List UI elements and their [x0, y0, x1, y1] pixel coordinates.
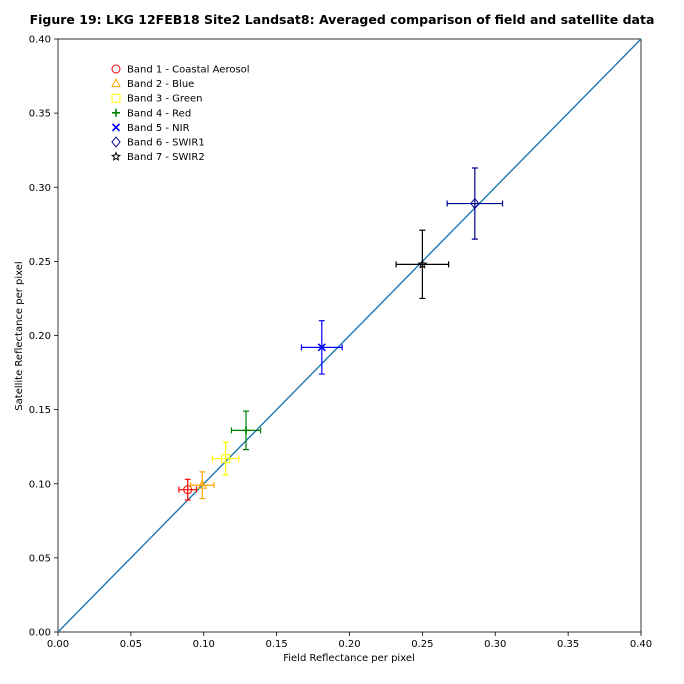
- x-tick-label: 0.20: [338, 639, 360, 650]
- y-error-bar: [222, 441, 229, 476]
- legend-label: Band 3 - Green: [127, 94, 202, 105]
- legend-entry: Band 3 - Green: [111, 93, 202, 105]
- y-error-bar: [184, 478, 191, 501]
- plot-area: 0.00 0.05 0.10 0.15 0.20 0.25 0.30 0.35 0.40 0.00…: [29, 35, 652, 651]
- data-point: [446, 167, 504, 240]
- y-tick-label: 0.40: [29, 35, 51, 46]
- legend-label: Band 2 - Blue: [127, 79, 194, 90]
- legend-marker: [110, 151, 122, 161]
- y-error-bar: [199, 471, 206, 500]
- x-tick-label: 0.25: [411, 639, 433, 650]
- one-to-one-line: [57, 38, 642, 633]
- legend-marker: [111, 123, 121, 132]
- point-marker: [221, 454, 231, 464]
- legend-marker: [112, 108, 120, 117]
- legend-entry: Band 7 - SWIR2: [110, 151, 205, 163]
- legend-marker: [111, 64, 121, 74]
- legend-label: Band 1 - Coastal Aerosol: [127, 65, 250, 76]
- legend-marker: [111, 78, 121, 88]
- data-point: [190, 471, 215, 500]
- point-marker: [470, 197, 480, 210]
- point-marker: [197, 479, 208, 489]
- x-tick-label: 0.15: [265, 639, 287, 650]
- data-point: [300, 320, 343, 375]
- x-axis-label: Field Reflectance per pixel: [283, 653, 415, 664]
- chart-title: Figure 19: LKG 12FEB18 Site2 Landsat8: A…: [30, 12, 655, 27]
- y-tick-label: 0.30: [29, 183, 51, 194]
- x-tick-label: 0.35: [557, 639, 579, 650]
- data-point: [230, 410, 262, 451]
- x-tick-label: 0.30: [484, 639, 506, 650]
- x-tick-label: 0.00: [47, 639, 69, 650]
- y-tick-label: 0.00: [29, 628, 51, 639]
- legend-label: Band 5 - NIR: [127, 123, 190, 134]
- legend-label: Band 7 - SWIR2: [127, 152, 205, 163]
- legend: Band 1 - Coastal Aerosol Band 2 - Blue Ban…: [110, 64, 250, 163]
- x-tick-label: 0.10: [193, 639, 215, 650]
- y-tick-label: 0.10: [29, 479, 51, 490]
- data-point: [178, 478, 198, 501]
- x-tick-label: 0.40: [630, 639, 652, 650]
- legend-entry: Band 1 - Coastal Aerosol: [111, 64, 250, 76]
- y-tick-label: 0.25: [29, 257, 51, 268]
- legend-marker: [111, 136, 121, 148]
- y-axis-label: Satellite Reflectance per pixel: [14, 261, 25, 410]
- legend-entry: Band 4 - Red: [112, 108, 191, 119]
- legend-marker: [111, 93, 121, 103]
- point-marker: [317, 343, 326, 352]
- legend-entry: Band 6 - SWIR1: [111, 136, 205, 149]
- data-point: [211, 441, 240, 476]
- legend-label: Band 6 - SWIR1: [127, 138, 205, 149]
- data-point: [395, 229, 450, 300]
- x-tick-label: 0.05: [120, 639, 142, 650]
- legend-entry: Band 2 - Blue: [111, 78, 194, 90]
- point-marker: [417, 259, 428, 269]
- y-tick-label: 0.15: [29, 405, 51, 416]
- y-tick-label: 0.20: [29, 331, 51, 342]
- point-marker: [183, 485, 193, 495]
- legend-entry: Band 5 - NIR: [111, 123, 190, 134]
- y-tick-label: 0.05: [29, 553, 51, 564]
- y-tick-label: 0.35: [29, 109, 51, 120]
- point-marker: [242, 426, 251, 435]
- y-error-bar: [419, 229, 426, 300]
- legend-label: Band 4 - Red: [127, 108, 191, 119]
- y-error-bar: [471, 167, 478, 240]
